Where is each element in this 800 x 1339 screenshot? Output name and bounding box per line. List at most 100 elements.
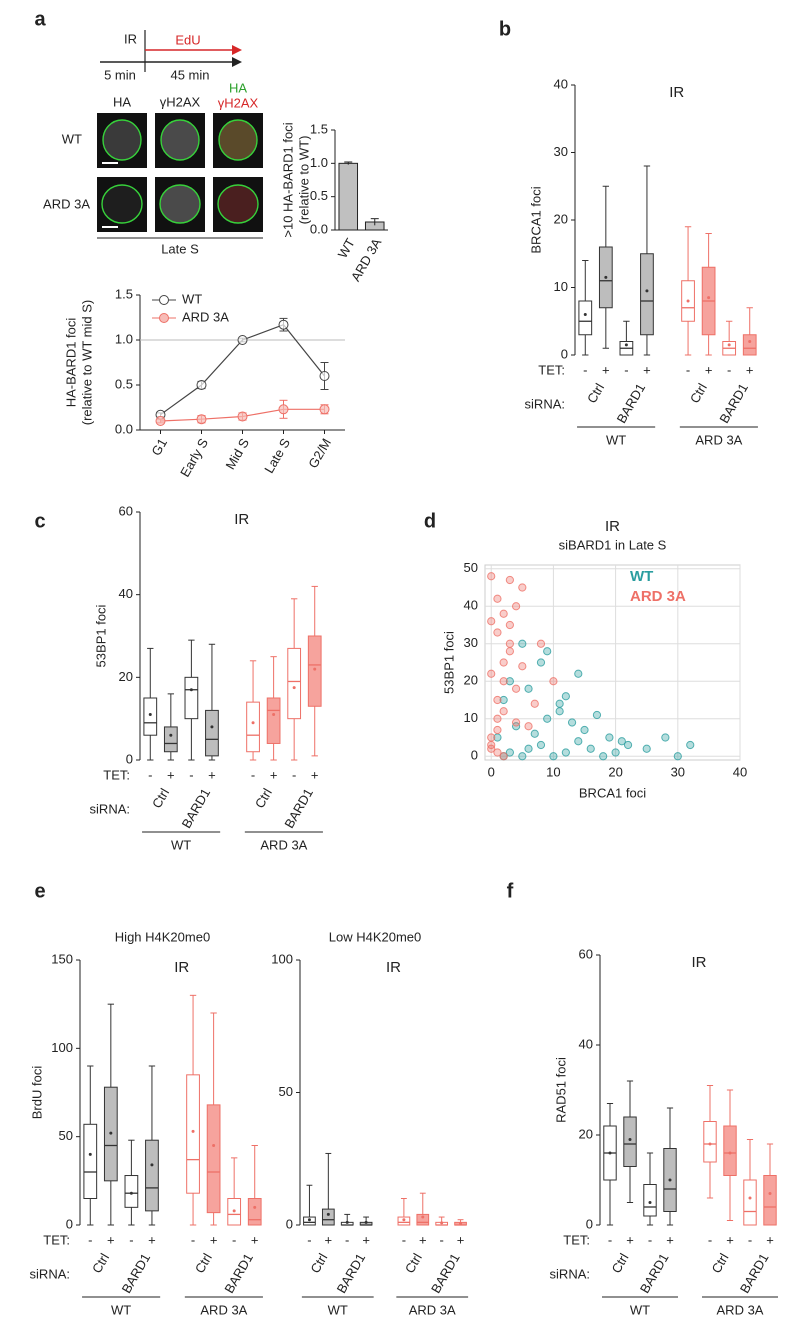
tet-sign: - <box>191 1232 195 1247</box>
nucleus <box>101 184 143 224</box>
tet-sign: - <box>129 1232 133 1247</box>
mean <box>421 1215 425 1219</box>
mean <box>307 1218 311 1222</box>
point <box>499 609 508 618</box>
tet-sign: - <box>439 1232 443 1247</box>
point <box>567 718 577 727</box>
arrow-head <box>232 57 242 67</box>
point <box>505 575 514 585</box>
point <box>524 684 533 693</box>
sirna-name: BARD1 <box>614 381 649 426</box>
point <box>499 695 508 705</box>
sirna-name: Ctrl <box>708 1251 731 1276</box>
y-tick-label: 100 <box>51 1040 73 1055</box>
point <box>599 752 608 761</box>
box <box>742 334 757 356</box>
group-label: WT <box>630 1302 650 1317</box>
legend-marker <box>159 313 169 323</box>
y-tick-label: 0 <box>561 346 568 361</box>
mean <box>748 1196 752 1200</box>
box <box>124 1175 139 1208</box>
x-tick-label: G1 <box>148 436 170 459</box>
panel-letter: e <box>34 880 45 902</box>
point <box>499 752 508 761</box>
point <box>493 725 502 735</box>
mean <box>253 1205 257 1209</box>
mean <box>440 1221 444 1225</box>
y-tick-label: 50 <box>279 1084 293 1099</box>
tet-label: TET: <box>43 1232 70 1247</box>
point <box>549 677 558 686</box>
point <box>237 335 248 345</box>
point <box>505 647 514 656</box>
group-label: ARD 3A <box>200 1302 247 1317</box>
point <box>530 729 539 738</box>
box <box>206 1104 221 1214</box>
tet-sign: + <box>643 362 651 377</box>
y-axis-label: (relative to WT) <box>296 136 311 225</box>
point <box>505 677 514 686</box>
point <box>196 380 207 390</box>
mean <box>728 1151 732 1155</box>
y-tick-label: 30 <box>554 144 568 159</box>
tet-sign: + <box>270 767 278 782</box>
point <box>673 752 682 761</box>
point <box>543 647 552 656</box>
x-tick-label: WT <box>335 236 358 261</box>
mean <box>364 1220 368 1224</box>
box <box>145 1139 159 1212</box>
y-tick-label: 100 <box>271 951 293 966</box>
mean <box>748 340 752 343</box>
point <box>499 658 508 667</box>
tet-sign: - <box>251 767 255 782</box>
caption: Late S <box>161 241 199 256</box>
tet-sign: - <box>686 362 690 377</box>
point <box>543 714 552 723</box>
tet-sign: - <box>232 1232 236 1247</box>
y-tick-label: 60 <box>579 946 593 961</box>
tet-label: TET: <box>538 362 565 377</box>
time-label: 5 min <box>104 67 136 82</box>
point <box>493 594 502 603</box>
y-tick-label: 1.5 <box>115 286 133 301</box>
legend-label: ARD 3A <box>182 309 229 324</box>
nucleus <box>217 184 259 224</box>
point <box>518 583 527 592</box>
tet-sign: - <box>624 362 628 377</box>
panel-letter: a <box>34 8 46 30</box>
mean <box>150 1163 154 1167</box>
nucleus <box>218 119 258 161</box>
x-tick-label: 10 <box>546 764 560 779</box>
y-tick-label: 10 <box>464 710 478 725</box>
tet-sign: + <box>766 1232 774 1247</box>
tet-sign: - <box>307 1232 311 1247</box>
legend-label: ARD 3A <box>630 588 686 605</box>
point <box>536 658 546 667</box>
tet-sign: + <box>457 1232 465 1247</box>
x-tick-label: Late S <box>261 435 293 475</box>
point <box>499 707 508 716</box>
point <box>617 737 626 746</box>
y-axis-label: BRCA1 foci <box>528 186 543 253</box>
group-label: WT <box>171 837 191 852</box>
sirna-name: Ctrl <box>608 1251 631 1276</box>
mean <box>459 1222 463 1226</box>
point <box>493 628 502 637</box>
tet-sign: - <box>583 362 587 377</box>
mean <box>313 667 317 671</box>
tet-sign: + <box>311 767 319 782</box>
tet-sign: + <box>167 767 175 782</box>
tet-sign: - <box>708 1232 712 1247</box>
point <box>278 319 289 330</box>
y-tick-label: 20 <box>119 669 133 684</box>
point <box>661 733 670 742</box>
legend-label: WT <box>630 568 653 585</box>
point <box>524 722 533 731</box>
x-tick-label: G2/M <box>305 436 334 471</box>
tet-sign: + <box>705 362 713 377</box>
sirna-name: BARD1 <box>637 1251 672 1296</box>
panel-letter: d <box>424 510 436 532</box>
point <box>555 699 564 708</box>
y-tick-label: 1.0 <box>115 331 133 346</box>
